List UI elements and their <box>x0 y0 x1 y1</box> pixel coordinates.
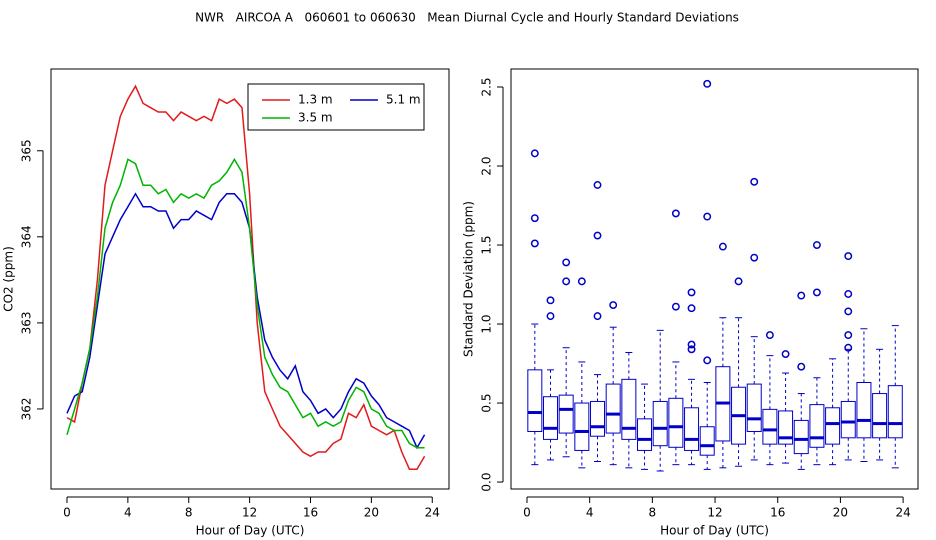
x-tick-label: 0 <box>63 506 71 520</box>
y-tick-label: 2.5 <box>480 77 494 96</box>
outlier <box>765 331 774 340</box>
box <box>887 385 903 439</box>
box <box>637 418 653 451</box>
outlier <box>797 291 806 300</box>
x-tick-label: 4 <box>124 506 132 520</box>
box <box>699 426 715 456</box>
outlier <box>530 239 539 248</box>
outlier <box>687 340 696 349</box>
outlier <box>844 343 853 352</box>
y-tick-label: 1.0 <box>480 314 494 333</box>
x-tick-label: 16 <box>303 506 318 520</box>
outlier <box>577 277 586 286</box>
outlier <box>593 181 602 189</box>
box <box>668 397 684 448</box>
box <box>684 407 700 451</box>
y-axis-label: CO2 (ppm) <box>2 246 16 312</box>
outlier <box>703 212 712 221</box>
x-tick-label: 4 <box>586 506 594 520</box>
outlier <box>593 312 602 321</box>
x-tick-label: 0 <box>523 506 531 520</box>
outlier <box>797 362 806 371</box>
x-tick-label: 12 <box>242 506 257 520</box>
outlier <box>812 241 821 249</box>
y-tick-label: 362 <box>20 398 34 421</box>
outlier <box>530 214 539 223</box>
outlier <box>844 307 853 316</box>
outlier <box>546 296 555 305</box>
y-tick-label: 365 <box>20 139 34 162</box>
box <box>542 396 558 440</box>
box <box>793 419 809 455</box>
line-series <box>66 192 426 450</box>
plot-frame <box>50 68 450 490</box>
outlier <box>546 312 555 321</box>
outlier <box>750 177 759 186</box>
box <box>746 383 762 432</box>
box <box>652 400 668 447</box>
box <box>856 381 872 439</box>
y-tick-label: 0.5 <box>480 393 494 412</box>
x-axis-label: Hour of Day (UTC) <box>660 524 769 538</box>
box <box>825 407 841 445</box>
x-tick-label: 16 <box>770 506 785 520</box>
box <box>778 410 794 445</box>
outlier <box>671 209 680 218</box>
outlier <box>703 79 712 88</box>
outlier <box>844 331 853 340</box>
box <box>872 393 888 439</box>
y-tick-label: 364 <box>20 225 34 248</box>
figure-title: NWR AIRCOA A 060601 to 060630 Mean Diurn… <box>195 11 739 25</box>
y-tick-label: 0.0 <box>480 473 494 492</box>
outlier <box>593 231 602 240</box>
box <box>605 383 621 434</box>
x-tick-label: 12 <box>707 506 722 520</box>
plot-frame <box>510 68 919 490</box>
outlier <box>703 356 712 365</box>
outlier <box>844 252 853 261</box>
outlier <box>609 301 618 310</box>
x-tick-label: 24 <box>425 506 440 520</box>
y-axis-label: Standard Deviation (ppm) <box>462 201 476 357</box>
box <box>590 400 606 437</box>
box <box>558 394 574 434</box>
box <box>840 400 856 439</box>
outlier <box>750 253 759 262</box>
legend-label: 5.1 m <box>386 93 421 107</box>
outlier <box>718 242 727 251</box>
y-tick-label: 1.5 <box>480 235 494 254</box>
x-tick-label: 24 <box>895 506 910 520</box>
box <box>527 369 543 432</box>
outlier <box>687 345 696 354</box>
box <box>574 402 590 451</box>
outlier <box>687 288 696 297</box>
outlier <box>562 277 571 286</box>
x-tick-label: 20 <box>364 506 379 520</box>
y-tick-label: 363 <box>20 311 34 334</box>
box <box>762 408 778 445</box>
outlier <box>562 258 571 267</box>
outlier <box>844 290 853 298</box>
x-tick-label: 8 <box>649 506 657 520</box>
x-tick-label: 20 <box>833 506 848 520</box>
legend-box <box>247 83 425 131</box>
outlier <box>671 302 680 311</box>
line-series <box>66 157 425 449</box>
legend-label: 1.3 m <box>298 93 333 107</box>
outlier <box>687 304 696 313</box>
outlier <box>812 288 821 297</box>
line-series <box>66 84 426 470</box>
outlier <box>530 149 539 158</box>
x-axis-label: Hour of Day (UTC) <box>196 524 305 538</box>
legend-label: 3.5 m <box>298 111 333 125</box>
box <box>809 404 825 448</box>
outlier <box>734 277 743 286</box>
y-tick-label: 2.0 <box>480 156 494 175</box>
x-tick-label: 8 <box>185 506 193 520</box>
outlier <box>781 350 790 359</box>
box <box>621 378 637 440</box>
